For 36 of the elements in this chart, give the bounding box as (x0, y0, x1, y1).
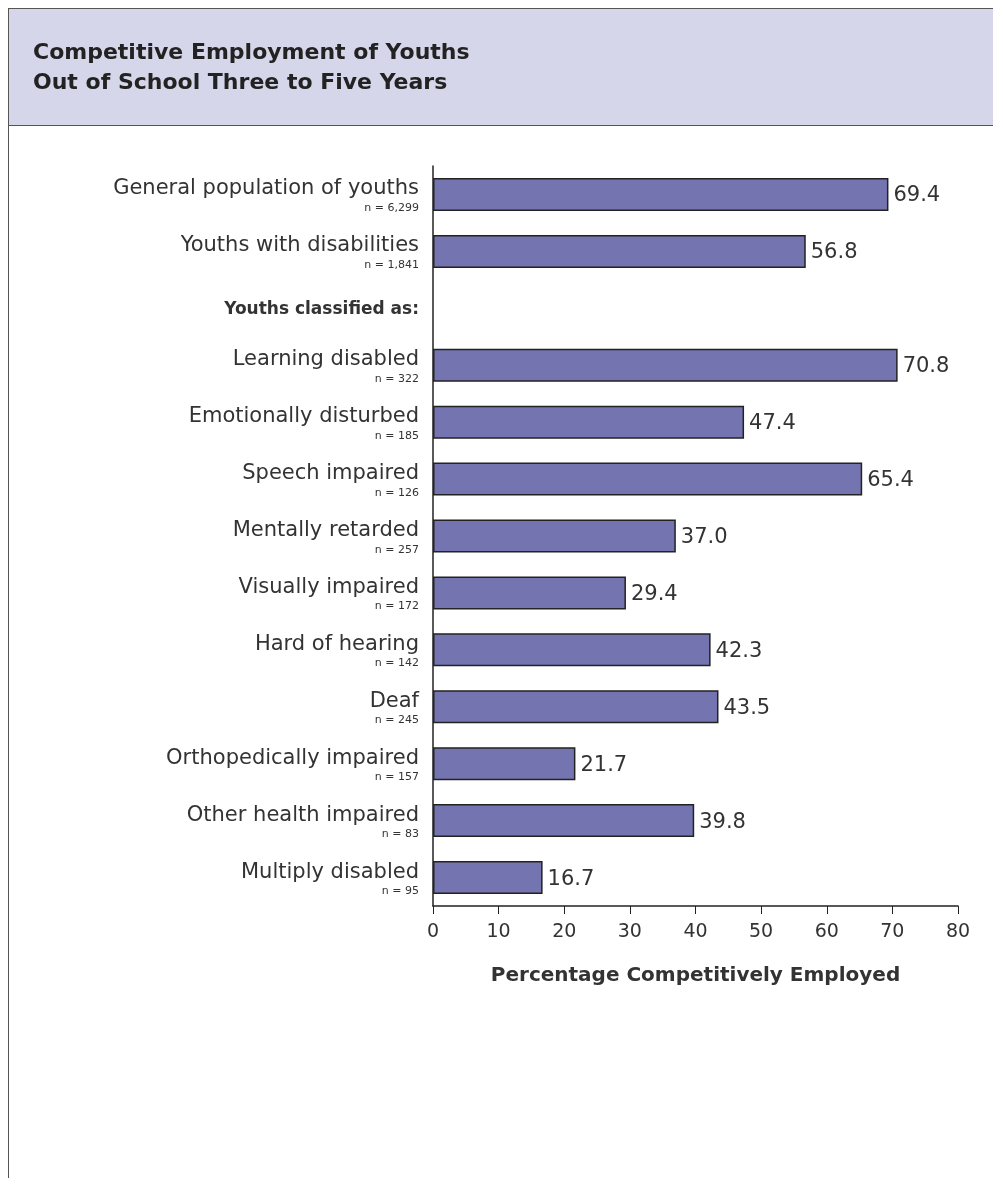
x-tick-label: 50 (749, 918, 774, 941)
y-tick-label: Hard of hearing n = 142 (254, 630, 419, 670)
data-label: 37.0 (680, 524, 728, 548)
text: Youths classified as: (223, 298, 419, 319)
x-tick-label: 0 (426, 918, 440, 941)
y-tick-label: Speech impaired n = 126 (242, 460, 419, 499)
text: Competitive Employment of Youths Out of School Three to Five Years (9, 8, 993, 126)
data-label: 39.8 (699, 808, 746, 833)
y-tick-label: Deaf n = 245 (369, 687, 420, 727)
x-tick-label: 30 (617, 918, 642, 941)
data-label: 21.7 (580, 751, 628, 776)
y-tick-label: Multiply disabled n = 95 (241, 858, 419, 898)
data-label: 56.8 (810, 239, 858, 264)
y-tick-label: Orthopedically impaired n = 157 (166, 744, 419, 784)
data-label: 42.3 (715, 637, 763, 662)
y-tick-label: General population of youths n = 6,299 (113, 175, 419, 214)
data-label: 69.4 (893, 182, 941, 207)
x-tick-label: 10 (486, 918, 511, 941)
y-tick-label: Mentally retarded n = 257 (232, 517, 419, 556)
x-tick-label: 70 (880, 918, 905, 941)
x-tick-label: 40 (683, 918, 708, 941)
data-label: 65.4 (867, 467, 914, 492)
y-tick-label: Other health impaired n = 83 (186, 801, 419, 841)
y-tick-label: Emotionally disturbed n = 185 (188, 403, 419, 442)
x-tick-label: 20 (552, 918, 577, 941)
x-axis-title: Percentage Competitively Employed (490, 962, 901, 986)
data-label: 29.4 (630, 580, 678, 605)
x-tick-label: 60 (814, 918, 839, 941)
data-label: 16.7 (547, 865, 595, 890)
data-label: 47.4 (749, 410, 796, 435)
y-tick-label: Visually impaired n = 172 (238, 573, 419, 613)
y-tick-label: Youths with disabilities n = 1,841 (179, 232, 419, 271)
y-tick-label: Learning disabled n = 322 (232, 346, 419, 385)
data-label: 43.5 (723, 694, 771, 719)
data-label: 70.8 (902, 353, 950, 378)
x-tick-label: 80 (945, 918, 971, 941)
